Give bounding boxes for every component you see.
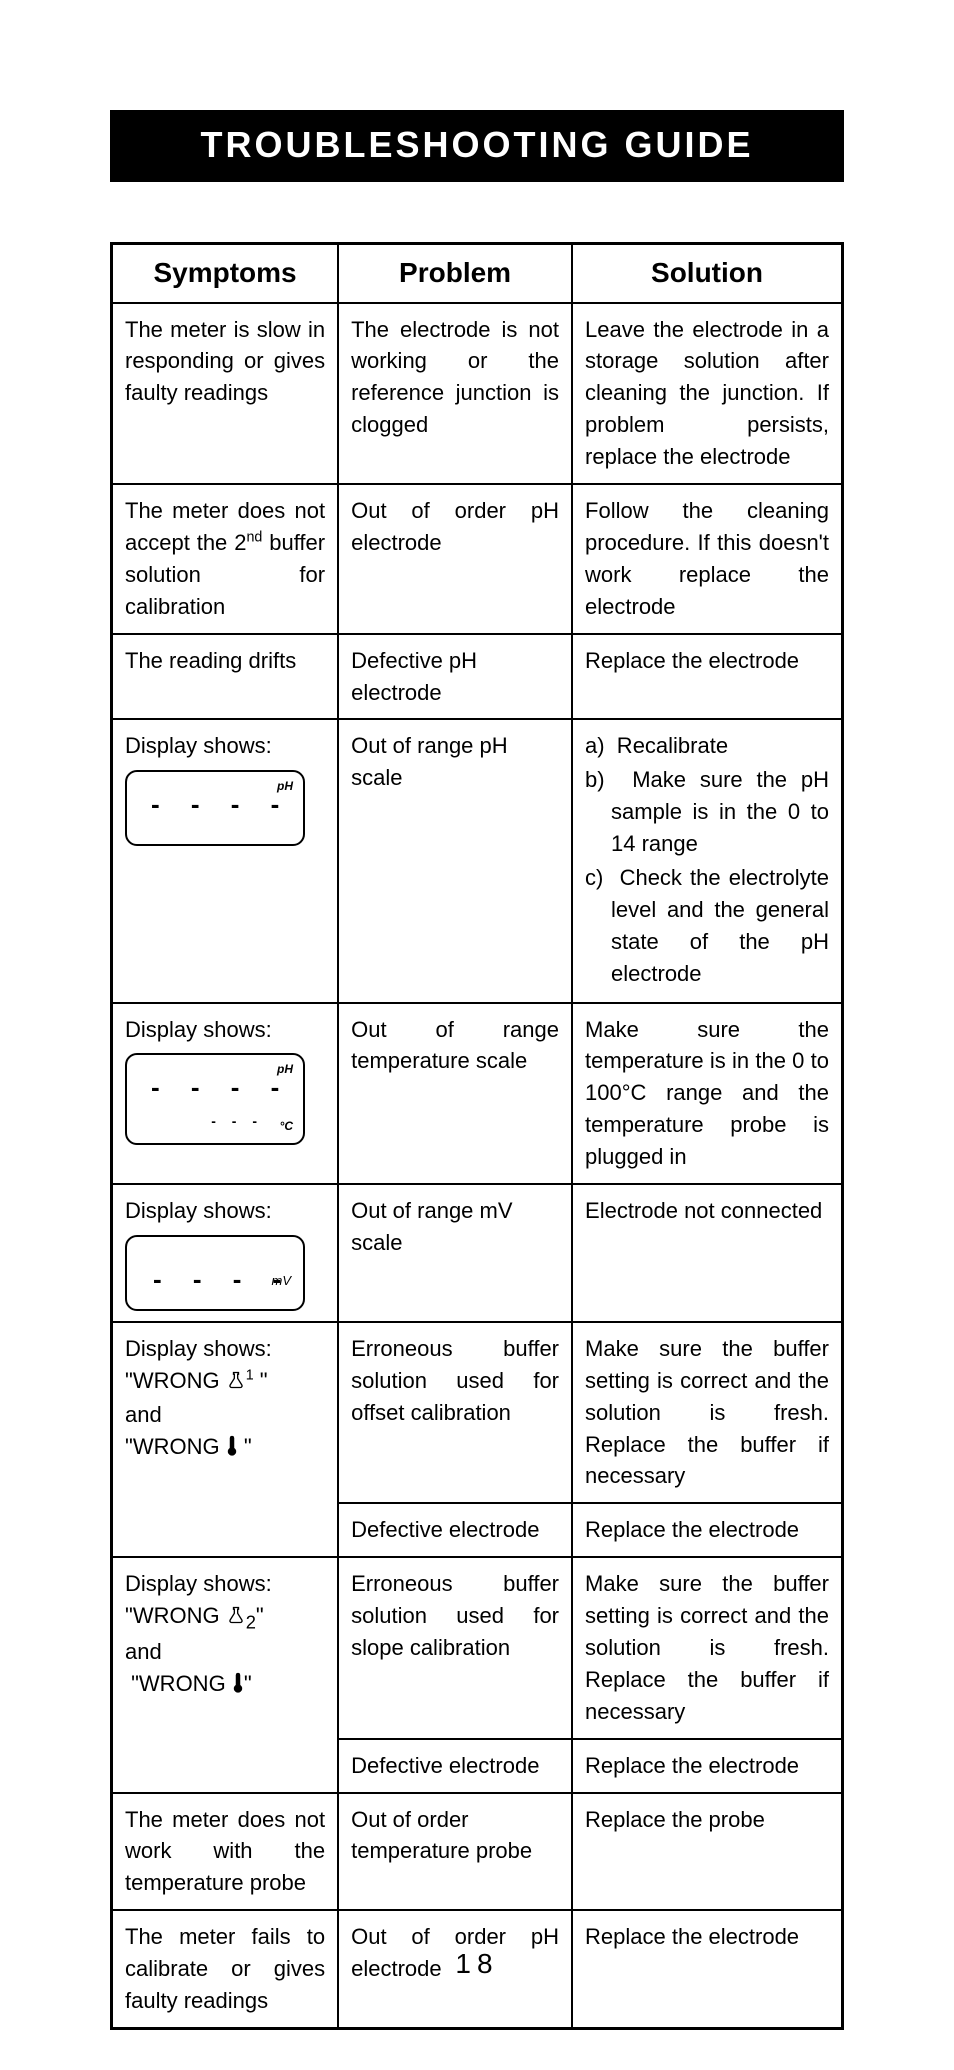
cell-symptom: Display shows: "WRONG 1 " and "WRONG "	[112, 1322, 339, 1557]
cell-symptom: Display shows: - - - - pH - - - °C	[112, 1003, 339, 1184]
page: TROUBLESHOOTING GUIDE Symptoms Problem S…	[0, 0, 954, 2070]
header-solution: Solution	[572, 244, 842, 303]
cell-solution: a) Recalibrate b) Make sure the pH sampl…	[572, 719, 842, 1002]
table-row: Display shows: - - - - pH Out of range p…	[112, 719, 843, 1002]
wrong-label: WRONG	[133, 1603, 220, 1628]
list-item: c) Check the electrolyte level and the g…	[585, 862, 829, 990]
wrong-label: WRONG	[133, 1434, 220, 1459]
superscript: nd	[246, 530, 262, 546]
cell-problem: Out of range temperature scale	[338, 1003, 572, 1184]
table-row: The reading drifts Defective pH electrod…	[112, 634, 843, 720]
table-row: The meter does not work with the tempera…	[112, 1793, 843, 1911]
cell-symptom: Display shows: "WRONG 2" and "WRONG "	[112, 1557, 339, 1792]
cell-problem: The electrode is not working or the refe…	[338, 303, 572, 484]
lcd-unit-c: °C	[280, 1118, 293, 1135]
display-shows-label: Display shows:	[125, 1333, 325, 1365]
table-row: Display shows: "WRONG 1 " and "WRONG "	[112, 1322, 843, 1503]
cell-solution: Replace the electrode	[572, 1739, 842, 1793]
page-title: TROUBLESHOOTING GUIDE	[200, 124, 753, 165]
list-item: a) Recalibrate	[585, 730, 829, 762]
table-row: The meter does not accept the 2nd buffer…	[112, 484, 843, 634]
cell-solution: Replace the electrode	[572, 634, 842, 720]
cell-symptom: The meter does not work with the tempera…	[112, 1793, 339, 1911]
and-label: and	[125, 1636, 325, 1668]
header-problem: Problem	[338, 244, 572, 303]
lcd-unit-mv: mV	[272, 1272, 292, 1291]
and-label: and	[125, 1399, 325, 1431]
display-shows-label: Display shows:	[125, 730, 325, 762]
cell-solution: Make sure the buffer setting is correct …	[572, 1322, 842, 1503]
cell-symptom: The meter is slow in responding or gives…	[112, 303, 339, 484]
flask-icon	[226, 1602, 246, 1634]
lcd-unit-ph: pH	[277, 778, 293, 795]
lcd-dashes: - - - -	[151, 1069, 291, 1107]
cell-problem: Out of order temperature probe	[338, 1793, 572, 1911]
wrong-line: "WRONG "	[125, 1668, 325, 1703]
display-shows-label: Display shows:	[125, 1014, 325, 1046]
cell-problem: Out of order pH electrode	[338, 484, 572, 634]
cell-solution: Make sure the temperature is in the 0 to…	[572, 1003, 842, 1184]
lcd-mv-dashes: - - - - mV	[125, 1235, 305, 1311]
cell-symptom: The reading drifts	[112, 634, 339, 720]
wrong-label: WRONG	[139, 1671, 226, 1696]
lcd-dashes: - - - -	[151, 786, 291, 824]
cell-symptom: The meter does not accept the 2nd buffer…	[112, 484, 339, 634]
lcd-temp-dashes: - - - - pH - - - °C	[125, 1053, 305, 1145]
table-row: Display shows: "WRONG 2" and "WRONG "	[112, 1557, 843, 1738]
page-number: 18	[0, 1948, 954, 1980]
header-symptoms: Symptoms	[112, 244, 339, 303]
cell-problem: Out of range mV scale	[338, 1184, 572, 1322]
lcd-dashes-small: - - -	[211, 1111, 263, 1131]
cell-solution: Make sure the buffer setting is correct …	[572, 1557, 842, 1738]
list-item: b) Make sure the pH sample is in the 0 t…	[585, 764, 829, 860]
table-row: The meter is slow in responding or gives…	[112, 303, 843, 484]
lcd-ph-dashes: - - - - pH	[125, 770, 305, 846]
cell-problem: Defective pH electrode	[338, 634, 572, 720]
cell-problem: Erroneous buffer solution used for offse…	[338, 1322, 572, 1503]
wrong-label: WRONG	[133, 1368, 220, 1393]
cell-problem: Defective electrode	[338, 1739, 572, 1793]
cell-problem: Defective electrode	[338, 1503, 572, 1557]
cell-solution: Follow the cleaning procedure. If this d…	[572, 484, 842, 634]
flask-sup: 1	[246, 1367, 254, 1383]
cell-solution: Replace the electrode	[572, 1503, 842, 1557]
wrong-line: "WRONG "	[125, 1431, 325, 1466]
solution-list: a) Recalibrate b) Make sure the pH sampl…	[585, 730, 829, 989]
cell-solution: Electrode not connected	[572, 1184, 842, 1322]
cell-problem: Erroneous buffer solution used for slope…	[338, 1557, 572, 1738]
thermometer-icon	[232, 1671, 244, 1703]
cell-symptom: Display shows: - - - - mV	[112, 1184, 339, 1322]
flask-sub: 2	[246, 1611, 256, 1632]
cell-solution: Replace the probe	[572, 1793, 842, 1911]
troubleshooting-table: Symptoms Problem Solution The meter is s…	[110, 242, 844, 2030]
cell-solution: Leave the electrode in a storage solutio…	[572, 303, 842, 484]
table-row: Display shows: - - - - pH - - - °C Out o…	[112, 1003, 843, 1184]
thermometer-icon	[226, 1434, 238, 1466]
lcd-unit-ph: pH	[277, 1061, 293, 1078]
display-shows-label: Display shows:	[125, 1568, 325, 1600]
flask-icon	[226, 1367, 246, 1399]
cell-symptom: Display shows: - - - - pH	[112, 719, 339, 1002]
title-bar: TROUBLESHOOTING GUIDE	[110, 110, 844, 182]
cell-problem: Out of range pH scale	[338, 719, 572, 1002]
table-header-row: Symptoms Problem Solution	[112, 244, 843, 303]
wrong-line: "WRONG 2"	[125, 1600, 325, 1636]
wrong-line: "WRONG 1 "	[125, 1365, 325, 1399]
display-shows-label: Display shows:	[125, 1195, 325, 1227]
table-row: Display shows: - - - - mV Out of range m…	[112, 1184, 843, 1322]
